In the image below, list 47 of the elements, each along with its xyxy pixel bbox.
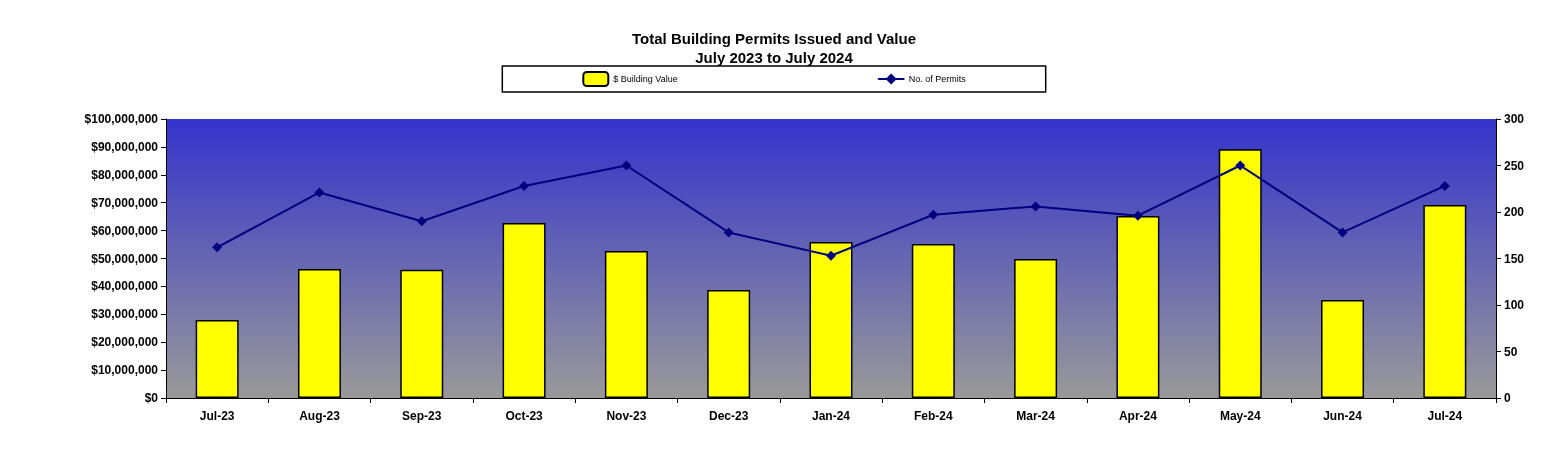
y-tick-label: $60,000,000 bbox=[91, 223, 159, 238]
y-tick-label: $30,000,000 bbox=[91, 307, 159, 322]
y2-tick-label: 150 bbox=[1504, 251, 1525, 266]
x-tick-label: Oct-23 bbox=[505, 409, 544, 423]
point bbox=[1030, 201, 1041, 212]
y2-tick-label: 100 bbox=[1504, 298, 1525, 312]
point bbox=[1235, 160, 1246, 171]
y2-tick-label: 250 bbox=[1504, 158, 1525, 173]
y-tick-label: $70,000,000 bbox=[91, 195, 159, 210]
y2-tick-label: 0 bbox=[1504, 391, 1511, 405]
y2-tick-label: 300 bbox=[1504, 112, 1525, 126]
point bbox=[416, 216, 427, 227]
y-tick-label: $20,000,000 bbox=[91, 335, 159, 350]
x-tick-label: Jun-24 bbox=[1323, 409, 1363, 423]
point bbox=[928, 209, 939, 220]
x-tick-label: Mar-24 bbox=[1016, 409, 1056, 423]
x-tick-label: Jan-24 bbox=[811, 409, 851, 423]
y2-tick-label: 50 bbox=[1504, 344, 1518, 359]
y-tick-label: $10,000,000 bbox=[91, 363, 159, 378]
chart-title: Total Building Permits Issued and Value July 2023 to July 2024 bbox=[632, 30, 916, 66]
point bbox=[314, 187, 325, 198]
y-tick-label: $80,000,000 bbox=[91, 167, 159, 182]
x-tick-label: Apr-24 bbox=[1118, 409, 1158, 423]
y-tick-label: $40,000,000 bbox=[91, 279, 159, 294]
y-tick-label: $90,000,000 bbox=[91, 139, 159, 154]
legend-label: No. of Permits bbox=[908, 74, 967, 84]
point bbox=[723, 227, 734, 238]
point bbox=[826, 250, 836, 261]
y-tick-label: $50,000,000 bbox=[91, 251, 159, 266]
point bbox=[212, 242, 223, 253]
point bbox=[1337, 227, 1348, 238]
x-tick-label: Aug-23 bbox=[299, 409, 341, 423]
legend-label: $ Building Value bbox=[613, 74, 678, 84]
x-tick-label: Feb-24 bbox=[913, 409, 953, 423]
point bbox=[1439, 180, 1450, 191]
point bbox=[519, 180, 530, 191]
x-tick-label: Dec-23 bbox=[709, 409, 749, 423]
y-tick-label: $100,000,000 bbox=[84, 112, 159, 126]
x-tick-label: May-24 bbox=[1219, 409, 1261, 423]
point bbox=[621, 160, 632, 171]
point bbox=[1132, 210, 1143, 221]
y2-tick-label: 200 bbox=[1504, 205, 1525, 219]
y-tick-label: $0 bbox=[144, 391, 159, 405]
x-tick-label: Jul-23 bbox=[199, 409, 235, 423]
x-tick-label: Jul-24 bbox=[1427, 409, 1463, 423]
x-tick-label: Sep-23 bbox=[402, 409, 442, 423]
x-tick-label: Nov-23 bbox=[606, 409, 647, 423]
